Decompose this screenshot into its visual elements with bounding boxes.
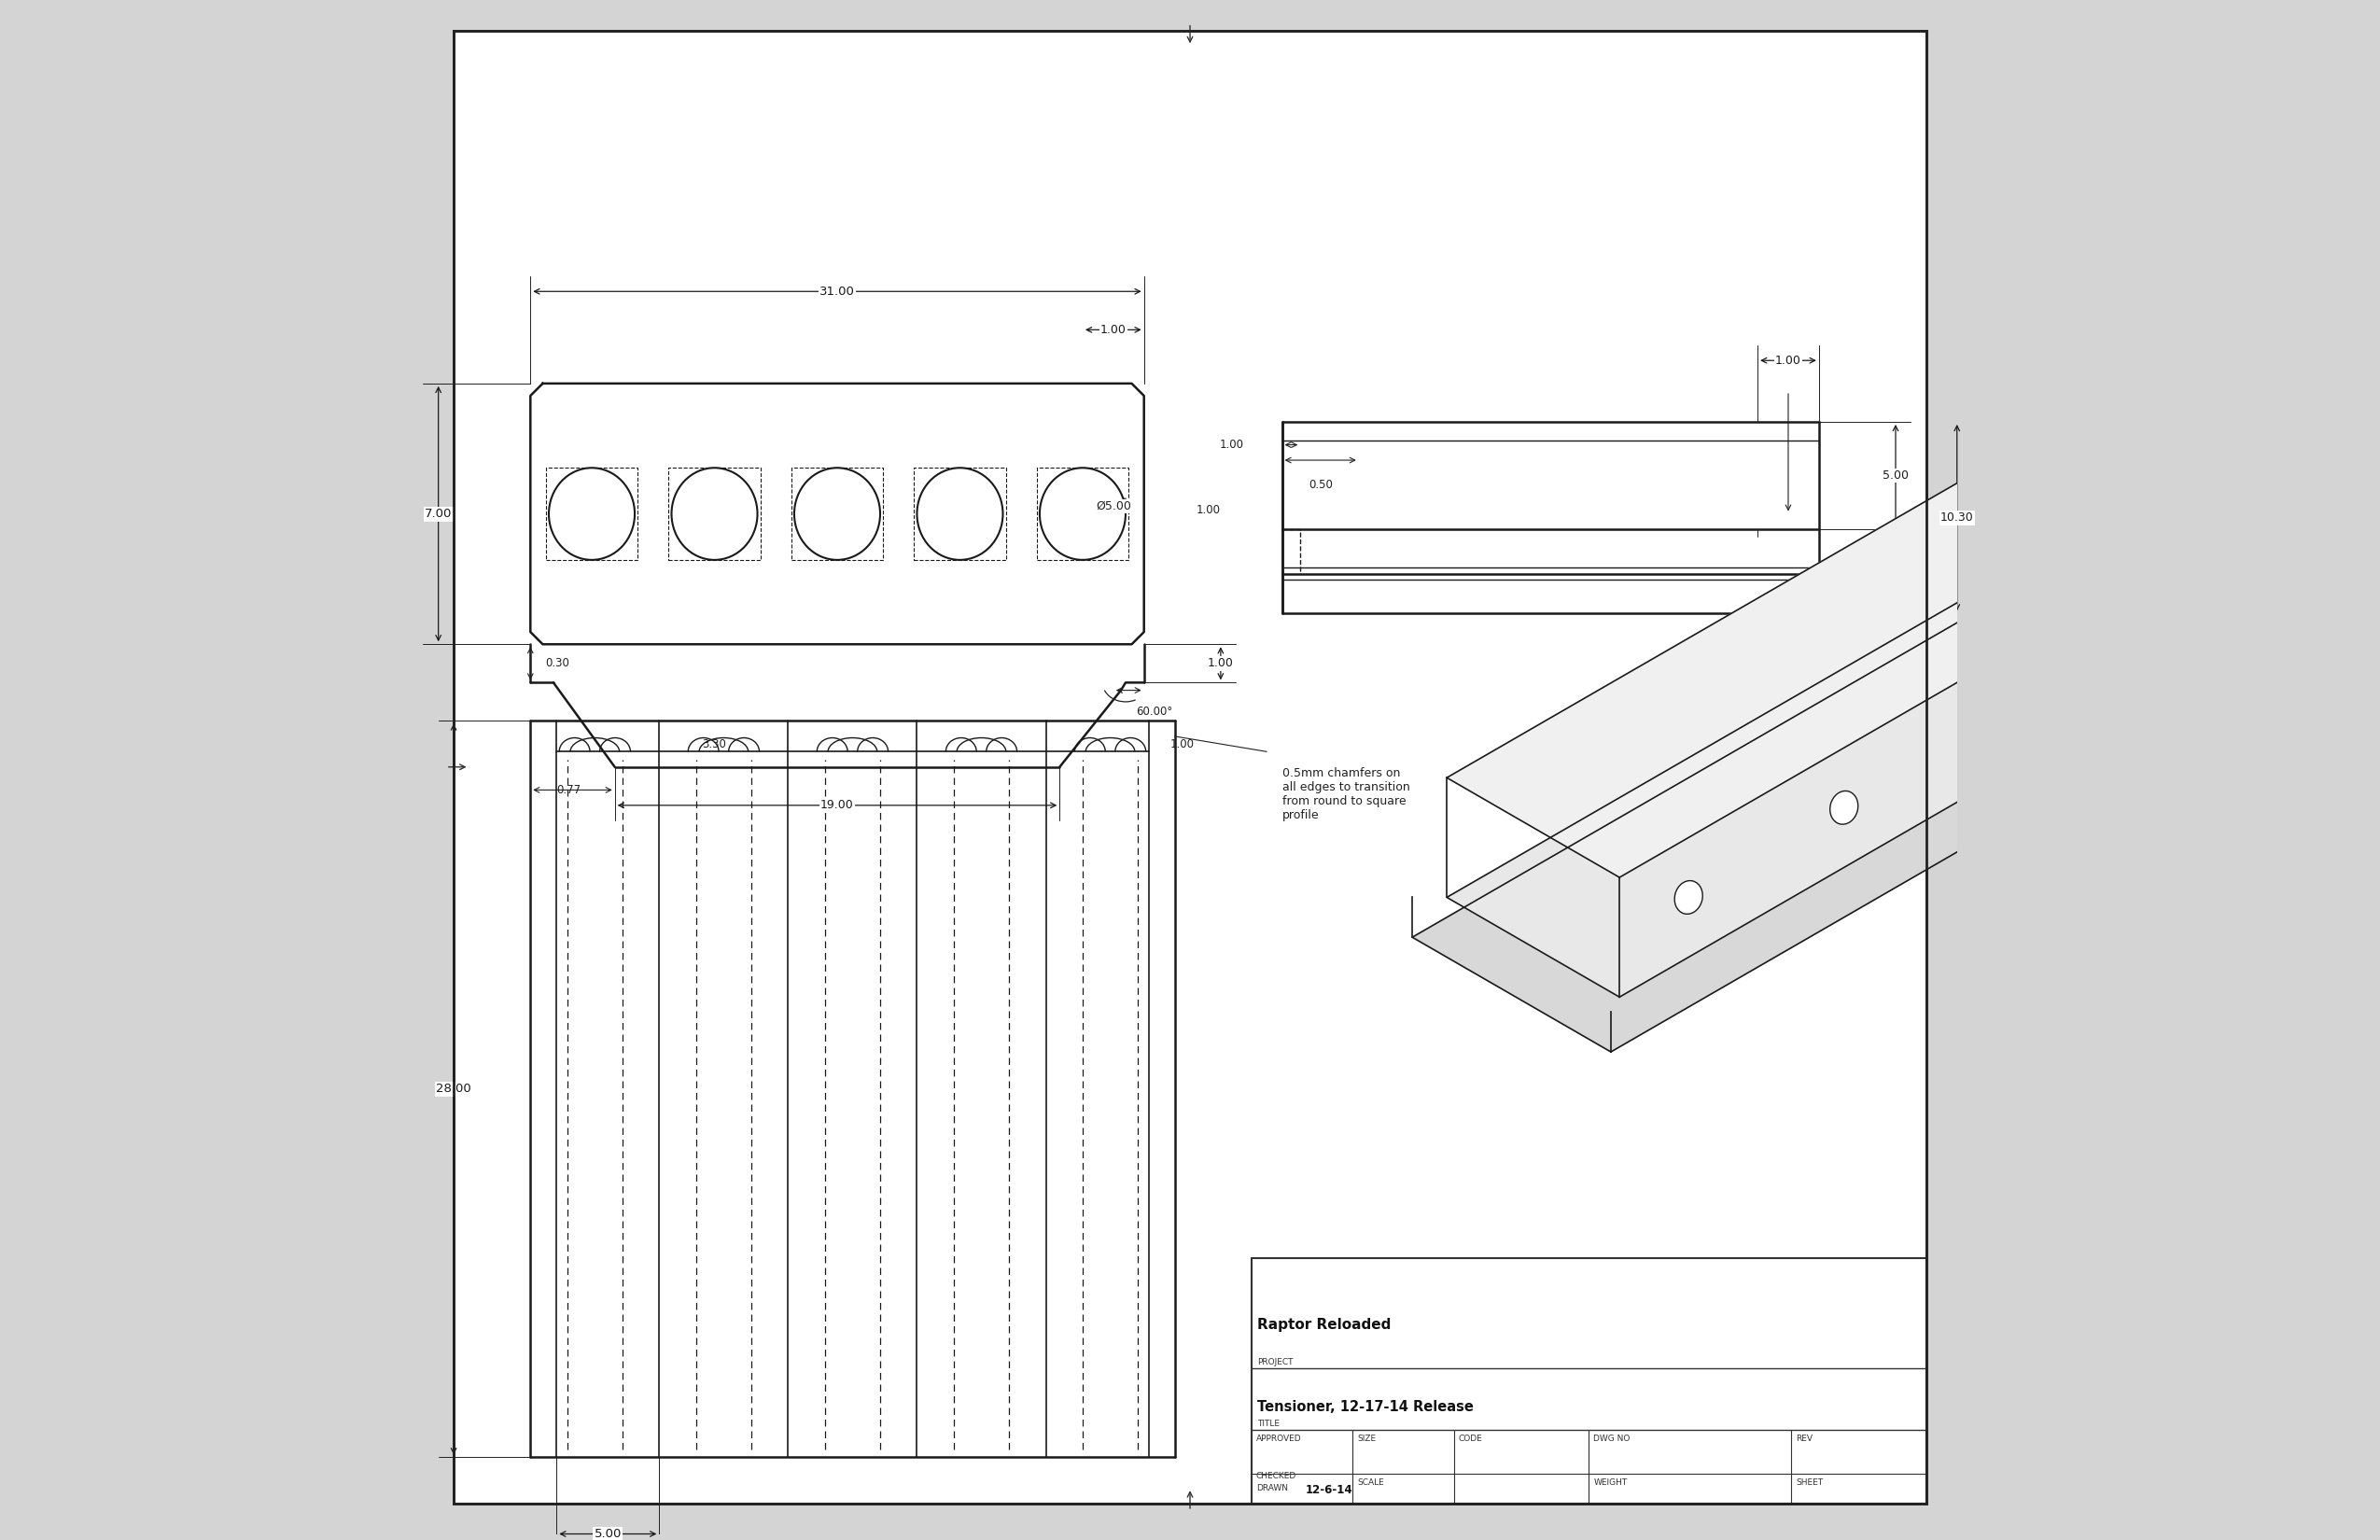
Ellipse shape: [916, 468, 1002, 561]
Ellipse shape: [1985, 701, 2013, 735]
Ellipse shape: [550, 468, 635, 561]
Text: 0.50: 0.50: [1309, 479, 1333, 491]
Text: 3.30: 3.30: [702, 738, 726, 750]
Text: APPROVED: APPROVED: [1257, 1434, 1302, 1443]
Text: 12-6-14: 12-6-14: [1304, 1483, 1352, 1495]
Text: SHEET: SHEET: [1797, 1478, 1823, 1488]
Ellipse shape: [1830, 792, 1859, 824]
Text: 1.00: 1.00: [1219, 439, 1245, 451]
Bar: [669, 468, 762, 561]
Text: 5.00: 5.00: [1883, 470, 1909, 482]
Ellipse shape: [1040, 468, 1126, 561]
Text: PROJECT: PROJECT: [1257, 1358, 1292, 1366]
Bar: [1252, 1258, 1925, 1503]
Text: 1.00: 1.00: [1207, 658, 1233, 670]
Text: Ø5.00: Ø5.00: [1097, 500, 1133, 513]
Text: 1.00: 1.00: [1197, 504, 1221, 516]
Text: 28.00: 28.00: [436, 1083, 471, 1095]
FancyBboxPatch shape: [455, 31, 1925, 1503]
Bar: [1038, 468, 1128, 561]
Text: 10.30: 10.30: [1940, 511, 1973, 524]
Ellipse shape: [1676, 881, 1702, 915]
Text: 1.00: 1.00: [1100, 323, 1126, 336]
Text: Raptor Reloaded: Raptor Reloaded: [1257, 1318, 1392, 1332]
Text: 60.00°: 60.00°: [1135, 705, 1173, 718]
Polygon shape: [1447, 598, 2137, 996]
Text: 1.00: 1.00: [1775, 354, 1802, 367]
Text: TITLE: TITLE: [1257, 1420, 1280, 1428]
Bar: [545, 468, 638, 561]
Text: WEIGHT: WEIGHT: [1595, 1478, 1628, 1488]
Text: SCALE: SCALE: [1357, 1478, 1385, 1488]
Text: 7.00: 7.00: [424, 508, 452, 521]
Text: 0.30: 0.30: [545, 658, 569, 670]
Text: DWG NO: DWG NO: [1595, 1434, 1630, 1443]
Text: CODE: CODE: [1459, 1434, 1483, 1443]
Text: DRAWN: DRAWN: [1257, 1483, 1288, 1492]
Text: 0.5mm chamfers on
all edges to transition
from round to square
profile: 0.5mm chamfers on all edges to transitio…: [1283, 767, 1409, 821]
Ellipse shape: [671, 468, 757, 561]
Ellipse shape: [795, 468, 881, 561]
Text: 19.00: 19.00: [821, 799, 854, 812]
Text: REV: REV: [1797, 1434, 1814, 1443]
Polygon shape: [1411, 618, 2163, 1052]
Bar: [790, 468, 883, 561]
Bar: [914, 468, 1007, 561]
Text: 31.00: 31.00: [819, 285, 854, 297]
Text: 0.77: 0.77: [557, 784, 581, 796]
Text: CHECKED: CHECKED: [1257, 1472, 1297, 1480]
Polygon shape: [1447, 479, 2137, 878]
Text: 1.00: 1.00: [1171, 738, 1195, 750]
Text: SIZE: SIZE: [1357, 1434, 1376, 1443]
Text: 5.00: 5.00: [595, 1528, 621, 1540]
Text: Tensioner, 12-17-14 Release: Tensioner, 12-17-14 Release: [1257, 1400, 1473, 1414]
